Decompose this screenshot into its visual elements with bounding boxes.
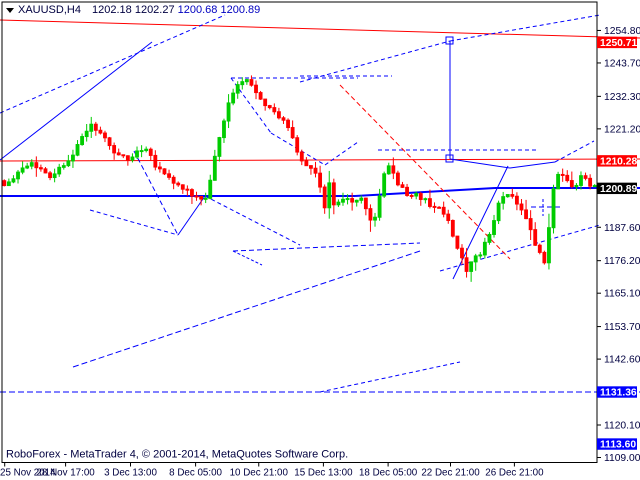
- svg-text:1210.28: 1210.28: [600, 156, 637, 167]
- svg-text:1221.20: 1221.20: [604, 124, 640, 135]
- svg-text:22 Dec 21:00: 22 Dec 21:00: [421, 468, 480, 479]
- svg-text:1113.60: 1113.60: [600, 440, 636, 451]
- svg-text:8 Dec 05:00: 8 Dec 05:00: [169, 468, 222, 479]
- svg-text:1142.60: 1142.60: [604, 355, 640, 366]
- svg-text:XAUUSD,H4: XAUUSD,H4: [18, 4, 81, 16]
- svg-text:26 Dec 21:00: 26 Dec 21:00: [485, 468, 544, 479]
- svg-text:15 Dec 13:00: 15 Dec 13:00: [294, 468, 353, 479]
- svg-text:1254.80: 1254.80: [604, 26, 640, 37]
- svg-text:1200.89: 1200.89: [600, 184, 637, 195]
- svg-text:10 Dec 21:00: 10 Dec 21:00: [230, 468, 289, 479]
- svg-text:18 Dec 05:00: 18 Dec 05:00: [359, 468, 418, 479]
- svg-text:1176.20: 1176.20: [604, 256, 640, 267]
- svg-text:1120.10: 1120.10: [604, 421, 640, 432]
- svg-text:1187.60: 1187.60: [604, 223, 640, 234]
- svg-text:1165.10: 1165.10: [604, 289, 640, 300]
- svg-text:1109.00: 1109.00: [604, 453, 640, 464]
- svg-text:RoboForex - MetaTrader 4, © 20: RoboForex - MetaTrader 4, © 2001-2014, M…: [6, 448, 348, 460]
- svg-text:1250.71: 1250.71: [600, 38, 637, 49]
- svg-text:1243.70: 1243.70: [604, 58, 640, 69]
- svg-text:1202.18 1202.27 1200.68 1200.8: 1202.18 1202.27 1200.68 1200.89: [92, 4, 260, 16]
- svg-text:3 Dec 13:00: 3 Dec 13:00: [104, 468, 157, 479]
- svg-text:28 Nov 17:00: 28 Nov 17:00: [36, 468, 95, 479]
- svg-text:1153.70: 1153.70: [604, 322, 640, 333]
- svg-text:1131.36: 1131.36: [600, 388, 637, 399]
- svg-text:1232.30: 1232.30: [604, 92, 640, 103]
